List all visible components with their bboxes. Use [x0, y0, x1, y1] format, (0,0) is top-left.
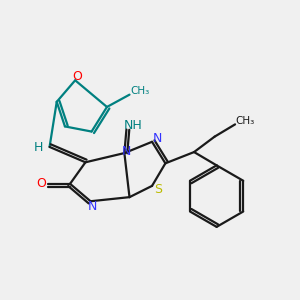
- Text: S: S: [154, 184, 162, 196]
- Text: N: N: [122, 145, 131, 158]
- Text: CH₃: CH₃: [130, 85, 149, 96]
- Text: O: O: [36, 177, 46, 190]
- Text: N: N: [152, 132, 162, 145]
- Text: CH₃: CH₃: [236, 116, 255, 126]
- Text: NH: NH: [124, 119, 143, 132]
- Text: O: O: [72, 70, 82, 83]
- Text: H: H: [34, 142, 43, 154]
- Text: N: N: [88, 200, 97, 213]
